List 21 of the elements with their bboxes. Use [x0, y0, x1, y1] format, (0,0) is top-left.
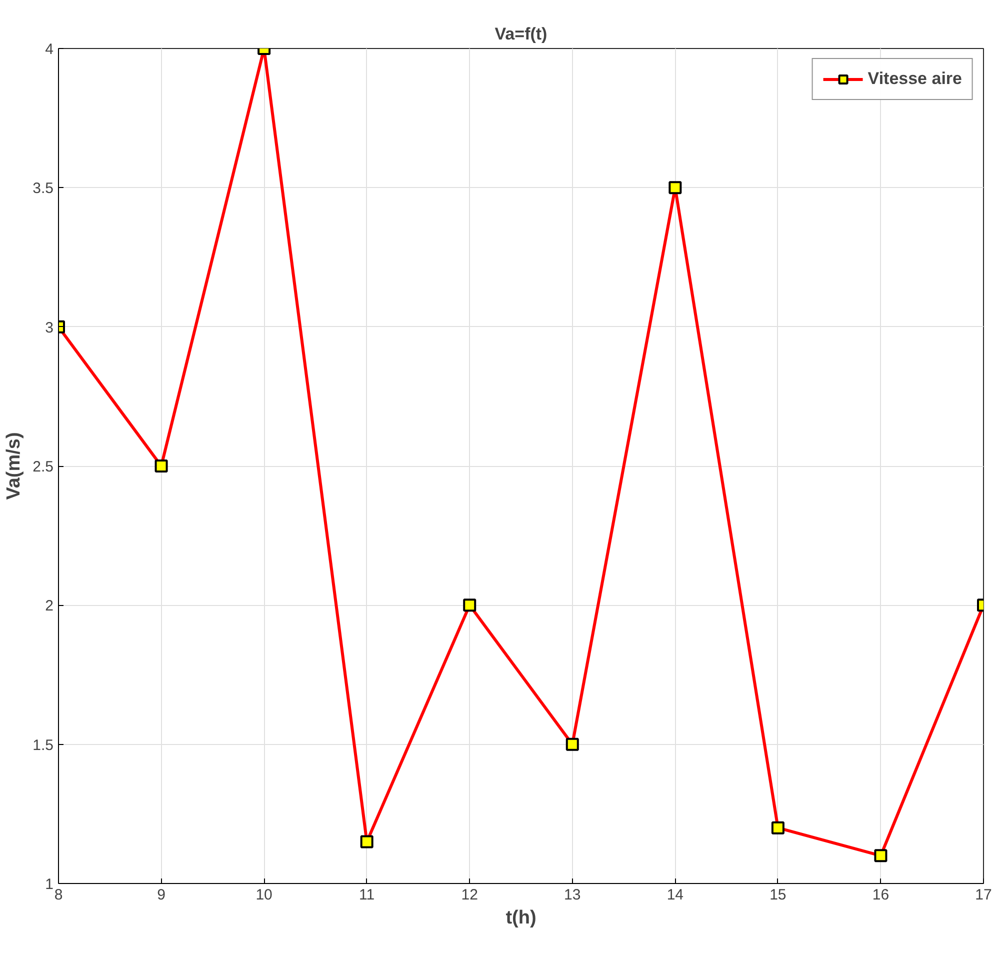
x-tick-label: 13: [564, 886, 581, 904]
y-tick-label: 2: [45, 598, 54, 615]
y-tick-label: 4: [45, 41, 54, 58]
y-tick-label: 1.5: [32, 736, 54, 754]
y-tick-label: 3.5: [32, 180, 54, 198]
x-tick-label: 17: [975, 886, 992, 904]
x-tick-label: 12: [461, 886, 478, 904]
legend-label: Vitesse aire: [868, 69, 962, 89]
x-tick-label: 10: [256, 886, 272, 904]
y-axis-title: Va(m/s): [4, 432, 25, 500]
x-axis-title: t(h): [506, 908, 536, 928]
chart-title: Va=f(t): [494, 24, 548, 44]
x-tick-label: 9: [157, 886, 166, 904]
y-tick-label: 3: [45, 319, 54, 336]
x-tick-label: 16: [872, 886, 890, 904]
x-tick-label: 14: [666, 886, 684, 904]
x-tick-label: 8: [54, 886, 63, 904]
x-tick-label: 11: [359, 886, 375, 904]
x-tick-label: 15: [770, 886, 786, 904]
y-tick-label: 1: [45, 876, 54, 893]
y-tick-label: 2.5: [32, 458, 54, 476]
